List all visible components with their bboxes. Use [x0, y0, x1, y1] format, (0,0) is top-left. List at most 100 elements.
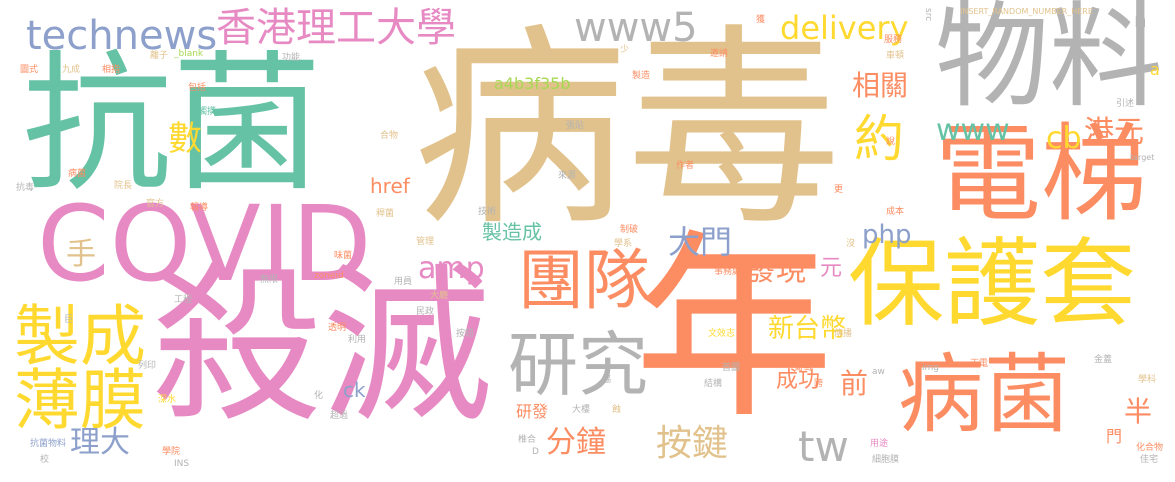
word: a	[1150, 60, 1160, 79]
word: 事務處	[714, 267, 742, 277]
word: 利用	[348, 335, 367, 345]
word: 研發	[516, 402, 549, 421]
word: 用途	[870, 439, 889, 449]
word: tw	[798, 422, 849, 471]
word: 九成	[62, 65, 81, 75]
word: www	[936, 113, 1010, 148]
word: 物料	[935, 0, 1164, 123]
word: 文效志	[708, 329, 736, 339]
word: 新台幣	[768, 314, 847, 344]
word: 細胞膜	[872, 455, 900, 465]
word: 學院	[162, 447, 181, 457]
word: 獲	[754, 14, 764, 23]
word: 首圖	[722, 363, 741, 373]
word: 深水	[158, 395, 177, 405]
word: 引述	[1116, 99, 1135, 109]
word: 校	[40, 455, 50, 465]
word: 張貼	[566, 121, 585, 131]
word: 邀請	[710, 49, 729, 59]
word: 成功	[776, 368, 821, 393]
word: 元	[820, 256, 843, 281]
word: 制破	[620, 225, 639, 235]
word: 包括	[188, 83, 207, 93]
word: 巨	[64, 315, 74, 325]
word: technews	[26, 13, 218, 59]
word: 手	[66, 237, 96, 272]
word: 製造成	[482, 220, 542, 244]
word: 學系	[614, 239, 633, 249]
word: src	[923, 8, 933, 22]
word: aw	[872, 367, 885, 377]
word: 佳宅	[1140, 455, 1159, 465]
word: 薄膜	[14, 362, 146, 439]
word: 殺滅	[152, 248, 493, 446]
word: 技術	[478, 207, 497, 217]
word: 椎合	[518, 435, 537, 445]
word: 抗毒	[16, 183, 35, 193]
word: 發現	[746, 253, 806, 288]
word: target	[1130, 153, 1155, 162]
word: 病菌	[898, 345, 1070, 445]
word: 病菌	[68, 169, 87, 179]
word: 來源	[558, 171, 577, 181]
word: 協	[602, 375, 612, 385]
word: 大門	[668, 223, 733, 261]
word: 用員	[394, 277, 413, 287]
word: 製成	[14, 298, 146, 375]
word: 民政	[416, 307, 435, 317]
word: 服務	[884, 35, 903, 45]
word: delivery	[780, 9, 909, 47]
word: 無限	[260, 275, 279, 285]
word: INS	[174, 459, 190, 469]
word: 少	[620, 45, 630, 55]
word: 工程	[174, 295, 193, 305]
word: 團隊	[518, 242, 650, 319]
word: 成本	[886, 207, 905, 217]
word: 半	[1124, 395, 1153, 428]
word: 更	[834, 185, 844, 195]
word: 按鍵	[656, 423, 729, 464]
word: 年	[634, 213, 835, 446]
word: 數	[168, 119, 202, 159]
word: 報導	[190, 203, 209, 213]
word: INSERT_RANDOM_NUMBER_HERE	[960, 7, 1093, 16]
word: 功能	[282, 53, 301, 63]
word: amp	[418, 251, 485, 286]
word: 官方	[146, 199, 165, 209]
word: 蝕	[612, 405, 622, 415]
word: www5	[574, 5, 698, 51]
word: 前	[840, 367, 869, 400]
word: cb	[1046, 121, 1082, 156]
word: 相指	[102, 65, 121, 75]
word: zoneid	[314, 271, 344, 281]
word: 大廳	[430, 291, 449, 301]
word: 理大	[70, 425, 130, 460]
word: 說	[886, 137, 896, 147]
word: 大樓	[572, 405, 591, 415]
word: 門	[1103, 428, 1122, 444]
word: 離子	[150, 51, 169, 61]
word: 香港理工大學	[216, 5, 456, 51]
word: 分鐘	[546, 425, 606, 460]
word: 透明	[328, 323, 347, 333]
word: 抗菌	[22, 38, 323, 212]
word: href	[370, 174, 410, 198]
word: 電梯	[935, 113, 1147, 236]
word: ck	[343, 378, 366, 402]
word: php	[862, 220, 912, 250]
word: 跨	[814, 379, 824, 389]
word: 稈菌	[376, 209, 395, 219]
word: 約	[854, 110, 904, 168]
word: 港元	[1084, 115, 1144, 150]
word: n	[1134, 8, 1147, 32]
word: 抗菌物料	[30, 439, 67, 449]
word: 製造	[632, 71, 651, 81]
word: 理大學	[760, 71, 788, 81]
word: 院長	[114, 181, 133, 191]
word: img	[922, 363, 939, 373]
word: 作者	[676, 161, 695, 171]
word: 按鈕	[456, 329, 475, 339]
word: 正電	[970, 359, 989, 369]
word: 管理	[416, 237, 435, 247]
